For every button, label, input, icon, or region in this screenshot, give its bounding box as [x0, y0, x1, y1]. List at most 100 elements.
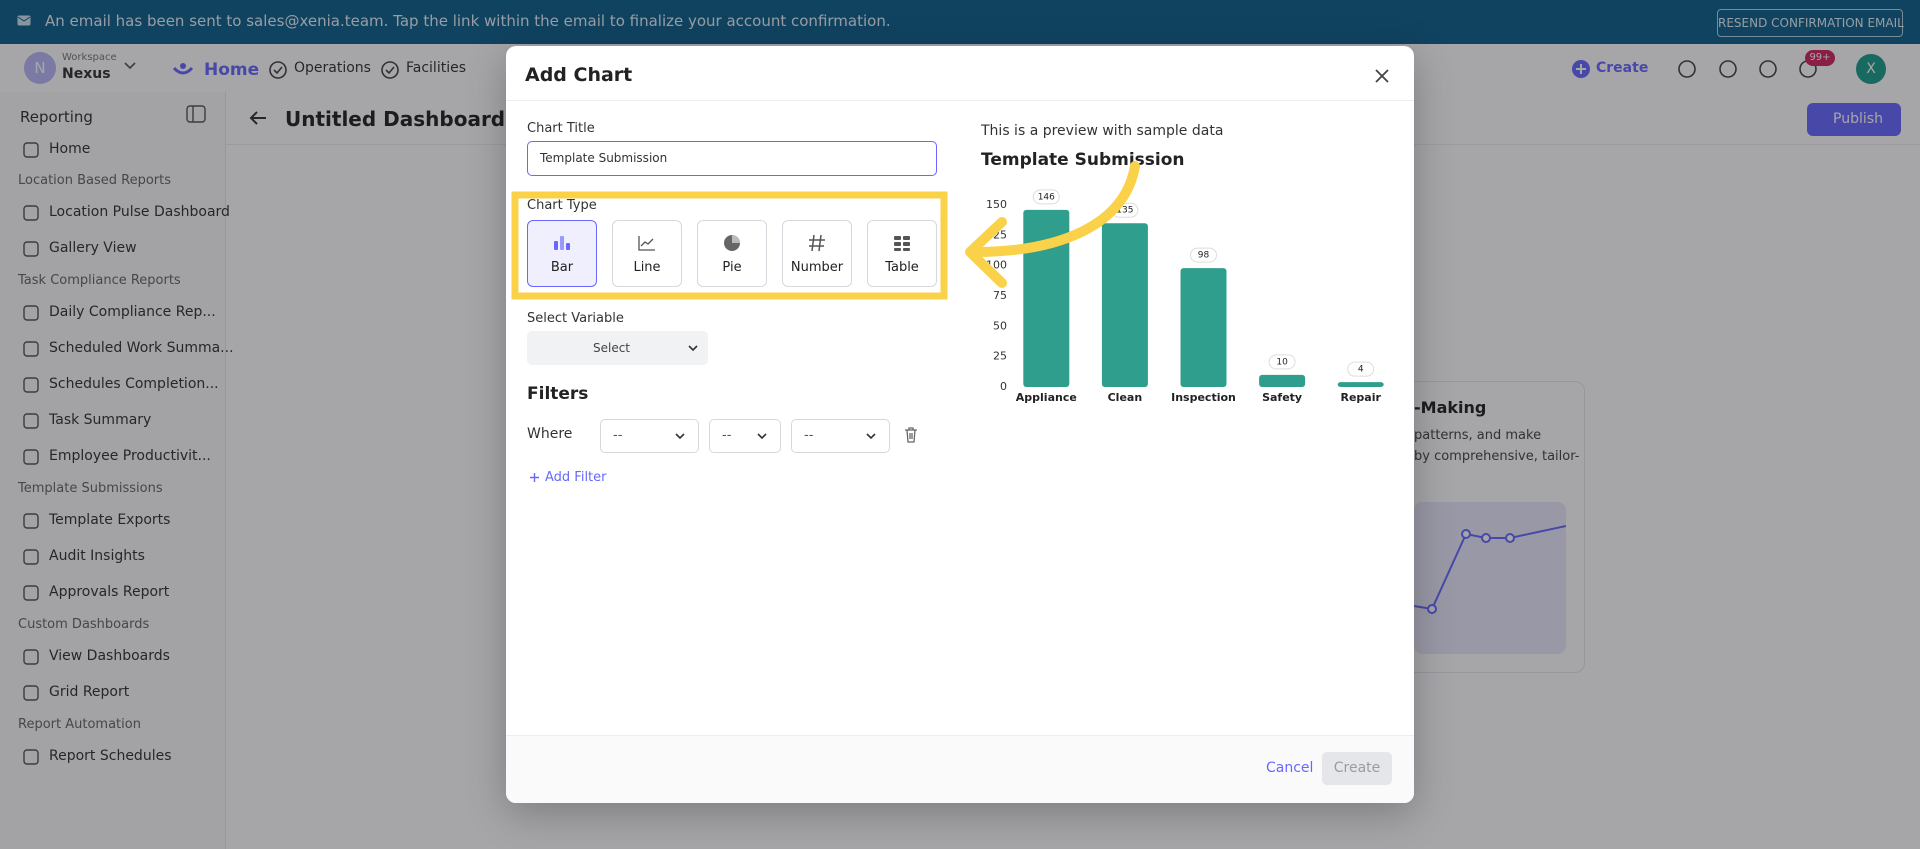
sidebar-icon: [23, 142, 39, 158]
section-title: Filters: [527, 384, 589, 404]
cancel-button[interactable]: Cancel: [1266, 760, 1314, 776]
workspace-name: Nexus: [62, 66, 111, 82]
card-title: -Making: [1414, 398, 1487, 417]
create-icon: [1572, 60, 1590, 78]
chart-title-input[interactable]: Template Submission: [527, 141, 937, 176]
modal-footer: [506, 736, 1414, 803]
nav-action-icon: [1678, 60, 1696, 78]
modal-title: Add Chart: [525, 64, 633, 86]
field-label: Chart Type: [527, 198, 597, 213]
chart-type-label: Bar: [550, 260, 574, 275]
resend-button[interactable]: RESEND CONFIRMATION EMAIL: [1717, 9, 1904, 37]
nav-item[interactable]: Home: [204, 60, 260, 80]
sidebar-section-title: Custom Dashboards: [18, 617, 150, 632]
sidebar-link[interactable]: View Dashboards: [49, 648, 170, 664]
add-filter-link[interactable]: Add Filter: [545, 470, 607, 485]
sidebar-icon: [23, 305, 39, 321]
nav-icon: [381, 61, 399, 79]
sidebar-link[interactable]: Approvals Report: [49, 584, 170, 600]
variable-select[interactable]: Select: [527, 331, 708, 365]
nav-icon: [269, 61, 287, 79]
chart-type-icon: [894, 236, 910, 251]
chart-type-icon: [809, 234, 825, 252]
close-icon: [1375, 69, 1389, 83]
chart-type-button[interactable]: [612, 220, 682, 287]
sidebar-icon: [23, 649, 39, 665]
sidebar-section-title: Report Automation: [18, 717, 141, 732]
sidebar-icon: [23, 205, 39, 221]
preview-note: This is a preview with sample data: [981, 123, 1224, 139]
user-avatar[interactable]: X: [1856, 54, 1886, 84]
sidebar-link[interactable]: Grid Report: [49, 684, 130, 700]
banner-message: An email has been sent to sales@xenia.te…: [45, 12, 891, 30]
chart-type-button[interactable]: [782, 220, 852, 287]
sidebar-icon: [23, 241, 39, 257]
nav-action-icon: [1759, 60, 1777, 78]
sidebar-link[interactable]: Scheduled Work Summa...: [49, 340, 234, 356]
workspace-label: Workspace: [62, 52, 117, 63]
sidebar-link[interactable]: Daily Compliance Rep...: [49, 304, 216, 320]
dashboard-title: Untitled Dashboard: [285, 107, 506, 131]
add-chart-modal: Add Chart Chart Title Template Submission C…: [506, 46, 1414, 803]
card-illustration: [1414, 502, 1566, 654]
chart-type-icon: [638, 236, 655, 251]
chart-type-label: Table: [885, 260, 919, 275]
field-label: Chart Title: [527, 121, 595, 136]
sidebar-icon: [23, 449, 39, 465]
sidebar-icon: [23, 413, 39, 429]
nav-action-icon: [1719, 60, 1737, 78]
sidebar-link[interactable]: Schedules Completion...: [49, 376, 219, 392]
nav-item[interactable]: Operations: [294, 60, 371, 76]
card-text: patterns, and make: [1414, 428, 1542, 443]
workspace-avatar[interactable]: N: [24, 52, 56, 84]
delete-icon: [905, 427, 917, 443]
sidebar-link[interactable]: Template Exports: [49, 512, 171, 528]
create-button[interactable]: Create: [1322, 752, 1392, 785]
sidebar-link[interactable]: Employee Productivit...: [49, 448, 211, 464]
sidebar-icon: [23, 341, 39, 357]
plus-icon: [530, 473, 539, 482]
sidebar-link[interactable]: Location Pulse Dashboard: [49, 204, 230, 220]
sidebar-link[interactable]: Home: [49, 141, 91, 157]
mail-icon: [17, 15, 31, 26]
sidebar-link[interactable]: Report Schedules: [49, 748, 172, 764]
sidebar-icon: [23, 549, 39, 565]
field-label: Where: [527, 426, 573, 442]
sidebar-link[interactable]: Task Summary: [49, 412, 152, 428]
publish-button[interactable]: Publish: [1807, 103, 1901, 136]
nav-item[interactable]: Facilities: [406, 60, 466, 76]
chart-type-label: Line: [633, 260, 661, 275]
chevron: [757, 433, 767, 440]
divider: [506, 100, 1414, 101]
filter-select[interactable]: --: [791, 419, 890, 453]
sidebar-link[interactable]: Audit Insights: [49, 548, 145, 564]
sidebar-link[interactable]: Gallery View: [49, 240, 137, 256]
card-text: by comprehensive, tailor-: [1414, 449, 1580, 464]
chart-type-button[interactable]: [697, 220, 767, 287]
chevron: [675, 433, 685, 440]
sidebar-icon: [23, 513, 39, 529]
back-arrow: [249, 111, 266, 125]
chevron: [688, 345, 698, 352]
chart-type-button[interactable]: [527, 220, 597, 287]
chart-type-label: Number: [790, 260, 844, 275]
collapse-icon: [186, 105, 206, 123]
sidebar-icon: [23, 585, 39, 601]
sidebar-title: Reporting: [20, 108, 93, 126]
divider: [506, 735, 1414, 736]
sidebar-section-title: Task Compliance Reports: [18, 273, 181, 288]
nav-icon: [172, 63, 194, 75]
sidebar-icon: [23, 377, 39, 393]
chart-type-button[interactable]: [867, 220, 937, 287]
create-link[interactable]: Create: [1596, 60, 1649, 76]
filter-select[interactable]: --: [709, 419, 781, 453]
sidebar-icon: [23, 749, 39, 765]
notification-badge: 99+: [1805, 50, 1835, 66]
sidebar-icon: [23, 685, 39, 701]
chart-type-label: Pie: [722, 260, 742, 275]
banner: [0, 0, 1920, 44]
chart-type-icon: [554, 236, 570, 250]
filter-select[interactable]: --: [600, 419, 699, 453]
field-label: Select Variable: [527, 311, 624, 326]
